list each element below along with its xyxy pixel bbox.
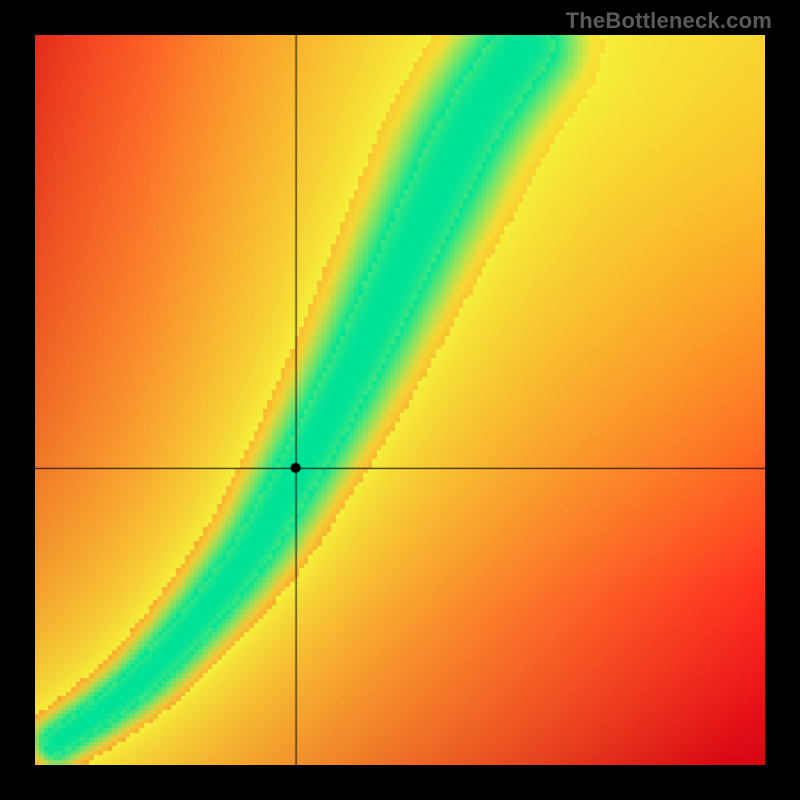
bottleneck-heatmap bbox=[35, 35, 765, 765]
chart-frame: TheBottleneck.com bbox=[0, 0, 800, 800]
watermark-text: TheBottleneck.com bbox=[566, 8, 772, 34]
